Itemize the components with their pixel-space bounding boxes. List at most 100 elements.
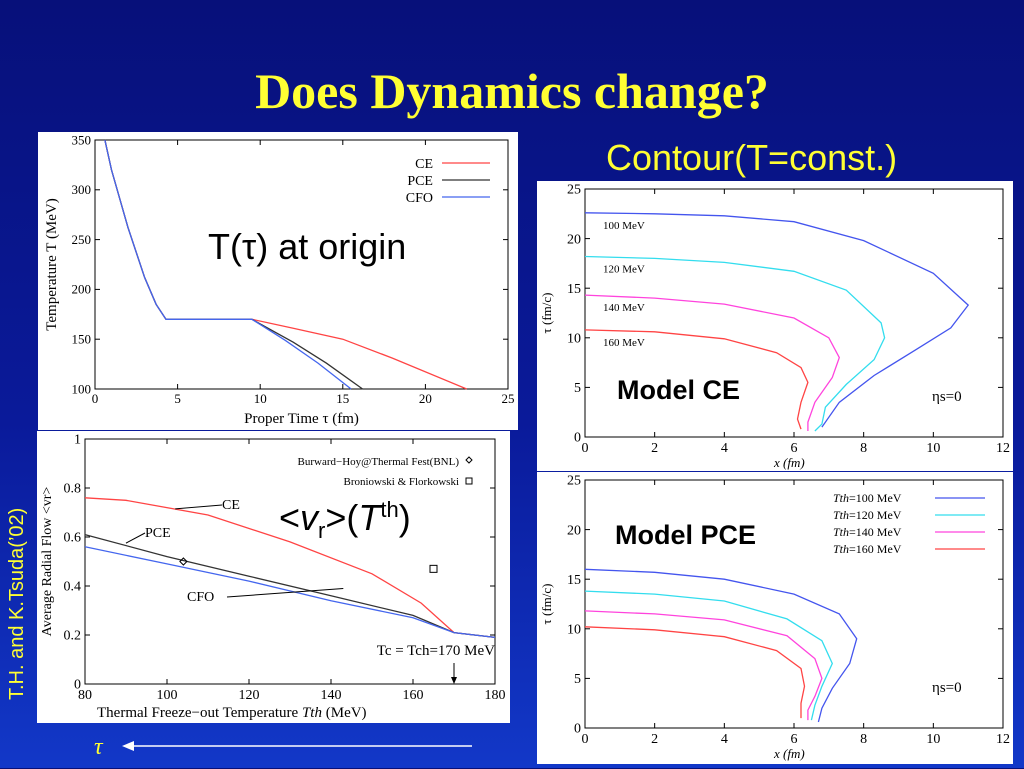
y-tick-label: 300 — [72, 182, 92, 197]
legend-label-pce: PCE — [407, 174, 433, 189]
x-tick-label: 12 — [996, 732, 1010, 747]
x-tick-label: 0 — [582, 441, 589, 456]
series-line-cfo — [104, 139, 352, 390]
y-tick-label: 0.2 — [64, 629, 82, 644]
y-axis-label: Temperature T (MeV) — [44, 198, 60, 331]
x-axis-label: x (fm) — [773, 746, 805, 761]
radial-flow-chart: 80 100 120 140 160 180 0 0.2 0.4 0.6 0.8 1 Thermal F… — [40, 433, 506, 721]
series-line-pce — [84, 533, 496, 639]
contour-label-3: 160 MeV — [603, 337, 645, 349]
legend-symbol: Tth — [833, 525, 849, 539]
contour-ce-chart: 0 2 4 6 8 10 12 0 5 10 15 20 25 x (fm) τ (fm/c) ηs=0 100… — [539, 183, 1010, 470]
legend-value: =120 MeV — [849, 508, 902, 522]
x-tick-label: 5 — [174, 391, 181, 406]
x-axis-label: Thermal Freeze−out Temperature Tth (MeV) — [97, 705, 367, 721]
y-tick-label: 0 — [574, 722, 581, 737]
model-ce-label: Model CE — [617, 375, 741, 405]
y-tick-label: 20 — [567, 232, 581, 247]
y-tick-label: 100 — [72, 381, 92, 396]
x-tick-label: 15 — [336, 391, 349, 406]
y-tick-label: 5 — [574, 672, 581, 687]
plot-frame — [94, 139, 509, 390]
x-tick-label: 12 — [996, 441, 1010, 456]
y-tick-label: 0.4 — [64, 580, 82, 595]
x-tick-label: 80 — [78, 688, 92, 703]
callout-line-ce — [175, 504, 223, 510]
tau-arrow-head — [122, 741, 134, 751]
x-tick-label: 2 — [651, 732, 658, 747]
y-axis-label: τ (fm/c) — [539, 584, 554, 625]
y-tick-label: 1 — [74, 433, 81, 448]
x-tick-label: 25 — [502, 391, 515, 406]
annotation-sup-th: th — [380, 497, 399, 522]
legend-label-1: Broniowski & Florkowski — [343, 476, 459, 488]
contour-label-0: 100 MeV — [603, 220, 645, 232]
y-tick-label: 10 — [567, 331, 581, 346]
annotation-v: v — [300, 497, 319, 538]
callout-label-pce: PCE — [145, 526, 171, 541]
x-axis-label: x (fm) — [773, 455, 805, 470]
contour-label-1: 120 MeV — [603, 263, 645, 275]
temperature-chart-panel: 0 5 10 15 20 25 100 150 200 250 300 350 Proper Time … — [38, 132, 518, 430]
y-tick-label: 10 — [567, 622, 581, 637]
series-line-ce — [84, 497, 496, 639]
y-tick-label: 5 — [574, 381, 581, 396]
callout-label-cfo: CFO — [187, 590, 214, 605]
x-axis-symbol: Tth — [302, 705, 326, 721]
series-line-100-mev — [584, 212, 970, 428]
contour-ce-panel: 0 2 4 6 8 10 12 0 5 10 15 20 25 x (fm) τ (fm/c) ηs=0 100… — [537, 181, 1013, 471]
x-tick-label: 8 — [860, 732, 867, 747]
x-tick-label: 2 — [651, 441, 658, 456]
x-axis-unit: (MeV) — [326, 705, 367, 721]
credit-text: T.H. and K.Tsuda(’02) — [6, 507, 28, 700]
x-tick-label: 6 — [791, 441, 798, 456]
annotation-close: ) — [398, 497, 411, 538]
x-axis-label: Proper Time τ (fm) — [244, 411, 359, 427]
legend-label-cfo: CFO — [406, 191, 433, 206]
plot-frame — [84, 438, 496, 685]
legend-value: =140 MeV — [849, 525, 902, 539]
callout-label-ce: CE — [222, 498, 240, 513]
slide-title: Does Dynamics change? — [255, 63, 769, 119]
y-axis-label: Average Radial Flow <vr> — [40, 487, 55, 637]
annotation-gt: >( — [325, 497, 359, 538]
x-tick-label: 4 — [721, 441, 728, 456]
temperature-chart: 0 5 10 15 20 25 100 150 200 250 300 350 Proper Time … — [44, 132, 515, 427]
x-tick-label: 180 — [485, 688, 506, 703]
legend-square-marker — [465, 477, 473, 485]
y-tick-label: 0.6 — [64, 531, 82, 546]
y-tick-label: 0 — [74, 678, 81, 693]
series-line-120-mev — [584, 255, 886, 432]
y-tick-label: 350 — [72, 132, 92, 147]
legend-diamond-marker — [465, 456, 473, 464]
tau-symbol: τ — [94, 734, 103, 760]
data-marker-square — [429, 564, 438, 573]
x-tick-label: 140 — [321, 688, 342, 703]
callout-line-pce — [125, 532, 146, 544]
series-line-140-mev — [584, 294, 841, 431]
legend-symbol: Tth — [833, 491, 849, 505]
legend-label-1: Tth=120 MeV — [833, 508, 902, 522]
x-tick-label: 10 — [926, 441, 940, 456]
radial-flow-chart-panel: 80 100 120 140 160 180 0 0.2 0.4 0.6 0.8 1 Thermal F… — [37, 431, 510, 723]
annotation-lt: < — [279, 497, 301, 538]
x-tick-label: 6 — [791, 732, 798, 747]
legend-label-3: Tth=160 MeV — [833, 542, 902, 556]
radial-flow-annotation: <vr>(Tth) — [279, 497, 411, 544]
legend-value: =160 MeV — [849, 542, 902, 556]
x-tick-label: 10 — [926, 732, 940, 747]
contour-pce-chart: 0 2 4 6 8 10 12 0 5 10 15 20 25 x (fm) τ (fm/c) ηs=0 Tth… — [539, 474, 1010, 761]
legend-label-0: Burward−Hoy@Thermal Fest(BNL) — [298, 456, 460, 468]
series-line--100-mev — [584, 568, 858, 723]
y-tick-label: 250 — [72, 232, 92, 247]
y-tick-label: 150 — [72, 332, 92, 347]
legend-label-2: Tth=140 MeV — [833, 525, 902, 539]
y-tick-label: 0.8 — [64, 482, 82, 497]
callout-line-cfo — [226, 587, 344, 598]
y-tick-label: 0 — [574, 431, 581, 446]
annotation-sub-r: r — [318, 518, 326, 544]
x-tick-label: 8 — [860, 441, 867, 456]
x-tick-label: 4 — [721, 732, 728, 747]
temperature-annotation: T(τ) at origin — [208, 226, 407, 267]
eta-label: ηs=0 — [932, 680, 962, 696]
